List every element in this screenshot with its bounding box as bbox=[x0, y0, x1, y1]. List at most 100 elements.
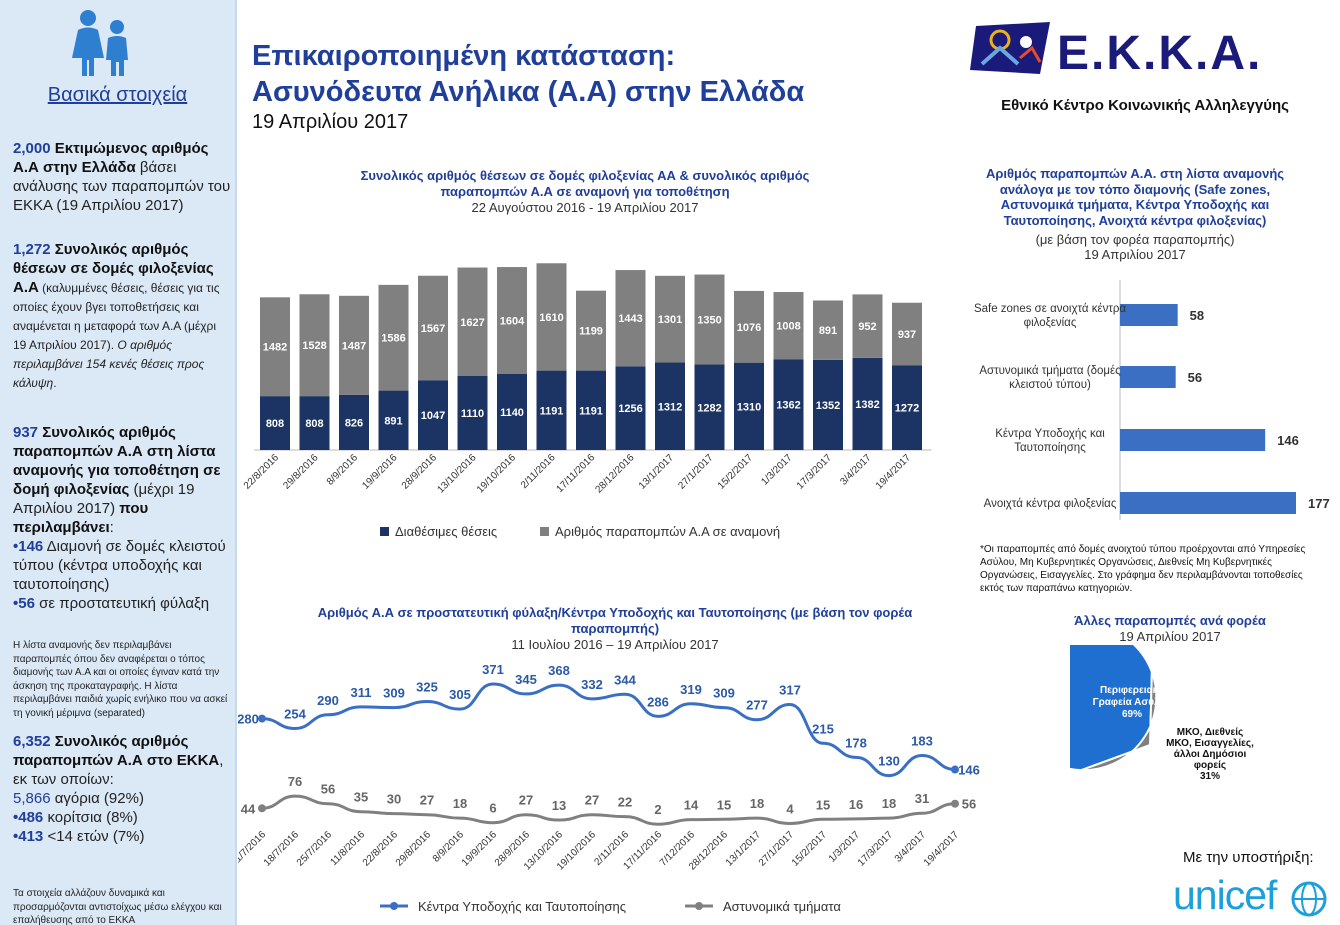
data-label-available: 1047 bbox=[421, 410, 445, 422]
legend-label: Αριθμός παραπομπών Α.Α σε αναμονή bbox=[555, 524, 780, 539]
hbar-chart-subtitle: (με βάση τον φορέα παραπομπής) bbox=[1035, 232, 1235, 247]
line-data-label: 309 bbox=[383, 686, 405, 701]
unicef-logo-text: unicef bbox=[1173, 872, 1277, 918]
x-tick-label: 15/2/2017 bbox=[790, 829, 830, 869]
legend-swatch bbox=[540, 527, 549, 536]
fact-text: (μέχρι 19 Απριλίου 2017) bbox=[13, 481, 195, 517]
sidebar bbox=[0, 0, 235, 925]
line-data-label: 2 bbox=[654, 802, 661, 817]
fact-text: βάσει ανάλυσης των παραπομπών του ΕΚΚΑ (… bbox=[13, 159, 231, 214]
line-chart: 280 254 290 311 309 325 305 371 345 368 332 344 286 3… bbox=[238, 662, 980, 914]
bar-available bbox=[852, 357, 883, 450]
data-label-available: 1191 bbox=[540, 405, 564, 417]
line-endpoint-marker bbox=[258, 714, 266, 723]
ekka-logo-text: Ε.Κ.Κ.Α. bbox=[1057, 27, 1263, 80]
line-data-label: 35 bbox=[354, 790, 368, 805]
legend-swatch bbox=[380, 527, 389, 536]
hbar-chart-date: 19 Απριλίου 2017 bbox=[1084, 247, 1186, 262]
line-data-label: 146 bbox=[958, 763, 980, 778]
bar-waiting bbox=[694, 274, 725, 365]
hbar-category-label: Ανοιχτά κέντρα φιλοξενίας bbox=[984, 498, 1117, 510]
line-data-label: 44 bbox=[241, 801, 256, 816]
line-data-label: 31 bbox=[915, 791, 929, 806]
x-tick-label: 13/10/2016 bbox=[435, 452, 478, 495]
bar-available bbox=[615, 366, 646, 450]
fact-text: (καλυμμένες θέσεις, θέσεις για τις οποίε… bbox=[13, 281, 220, 352]
line-series-police bbox=[261, 794, 956, 826]
horizontal-bar-chart: 58 Safe zones σε ανοιχτά κέντρα φιλοξενίας… bbox=[974, 280, 1330, 520]
data-label-waiting: 937 bbox=[898, 329, 916, 341]
pie-label-ngo: ΜΚΟ, Διεθνείς ΜΚΟ, Εισαγγελίες, άλλοι Δημό… bbox=[1166, 727, 1254, 782]
ekka-logo-icon bbox=[970, 22, 1050, 74]
waiting-list-note: Η λίστα αναμονής δεν περιλαμβάνει παραπο… bbox=[13, 640, 228, 719]
line-data-label: 6 bbox=[489, 801, 496, 816]
data-label-available: 891 bbox=[384, 415, 402, 427]
legend-label: Διαθέσιμες θέσεις bbox=[395, 524, 497, 539]
page-date: 19 Απριλίου 2017 bbox=[252, 111, 409, 133]
ekka-org-name: Εθνικό Κέντρο Κοινωνικής Αλληλεγγύης bbox=[1001, 97, 1289, 114]
bar-chart-subtitle: 22 Αυγούστου 2016 - 19 Απριλίου 2017 bbox=[471, 200, 699, 215]
fact-end: . bbox=[53, 376, 57, 390]
hbar bbox=[1120, 366, 1176, 388]
data-label-waiting: 1586 bbox=[381, 333, 405, 345]
x-tick-label: 1/3/2017 bbox=[759, 452, 795, 488]
x-tick-label: 19/10/2016 bbox=[475, 452, 518, 495]
line-chart-title: Αριθμός Α.Α σε προστατευτική φύλαξη/Κέντ… bbox=[317, 605, 913, 636]
pie-slice-ngo bbox=[1081, 671, 1158, 772]
fact-number: 6,352 bbox=[13, 733, 51, 750]
bar-available bbox=[694, 364, 725, 450]
data-label-available: 1110 bbox=[461, 408, 484, 420]
line-data-label: 371 bbox=[482, 662, 504, 677]
line-data-label: 56 bbox=[321, 782, 335, 797]
sidebar-divider bbox=[235, 0, 237, 925]
bar-waiting bbox=[615, 270, 646, 367]
bar-waiting bbox=[536, 263, 567, 371]
x-tick-label: 25/7/2016 bbox=[295, 829, 335, 869]
pie-chart: Περιφερειακά Γραφεία Ασύλου 69% ΜΚΟ, Διεθνε… bbox=[1070, 645, 1254, 782]
bar-available bbox=[457, 376, 488, 450]
line-endpoint-marker bbox=[951, 799, 959, 808]
fact-number: 2,000 bbox=[13, 140, 51, 157]
fact-total-places: 1,272 Συνολικός αριθμός θέσεων σε δομές … bbox=[13, 240, 231, 392]
data-label-waiting: 1199 bbox=[579, 326, 603, 338]
line-data-label: 311 bbox=[351, 685, 372, 700]
line-data-label: 319 bbox=[680, 682, 702, 697]
data-label-waiting: 1528 bbox=[302, 340, 326, 352]
x-tick-label: 17/11/2016 bbox=[554, 452, 597, 495]
hbar-category-label: Safe zones σε ανοιχτά κέντρα φιλοξενίας bbox=[974, 303, 1126, 329]
bar-available bbox=[576, 370, 606, 450]
x-tick-label: 3/4/2017 bbox=[838, 452, 874, 488]
fact-number: 1,272 bbox=[13, 241, 51, 258]
hbar bbox=[1120, 492, 1296, 514]
list-number: •146 bbox=[13, 538, 44, 555]
data-label-available: 808 bbox=[305, 418, 323, 430]
line-data-label: 18 bbox=[750, 796, 764, 811]
data-label-waiting: 1567 bbox=[421, 323, 445, 335]
hbar-value: 146 bbox=[1277, 433, 1299, 448]
data-label-waiting: 1008 bbox=[776, 321, 800, 333]
bar-available bbox=[260, 396, 290, 450]
line-data-label: 27 bbox=[519, 793, 533, 808]
bar-chart-title: Συνολικός αριθμός θέσεων σε δομές φιλοξε… bbox=[360, 168, 810, 199]
hbar-chart-title: Αριθμός παραπομπών Α.Α. στη λίστα αναμον… bbox=[985, 166, 1285, 228]
line-data-label: 254 bbox=[284, 706, 306, 721]
bar-waiting bbox=[497, 267, 527, 374]
hbar-value: 177 bbox=[1308, 496, 1330, 511]
line-data-label: 183 bbox=[911, 733, 933, 748]
pie-chart-subtitle: 19 Απριλίου 2017 bbox=[1119, 629, 1221, 644]
line-data-label: 317 bbox=[779, 683, 801, 698]
data-label-waiting: 1482 bbox=[263, 342, 287, 354]
fact-waiting-list: 937 Συνολικός αριθμός παραπομπών Α.Α στη… bbox=[13, 423, 231, 613]
bar-waiting bbox=[378, 284, 409, 391]
data-label-available: 1140 bbox=[500, 407, 524, 419]
fact-bold: Συνολικός αριθμός θέσεων σε δομές φιλοξε… bbox=[13, 241, 214, 296]
x-tick-label: 13/1/2017 bbox=[637, 452, 677, 492]
hbar-category-label: Αστυνομικά τμήματα (δομές κλειστού τύπου) bbox=[979, 365, 1121, 391]
data-label-available: 808 bbox=[266, 418, 284, 430]
data-label-available: 1362 bbox=[776, 400, 800, 412]
data-label-waiting: 952 bbox=[858, 321, 876, 333]
list-text: κορίτσια (8%) bbox=[43, 809, 138, 826]
bar-waiting bbox=[813, 300, 843, 360]
line-data-label: 14 bbox=[684, 798, 699, 813]
bar-waiting bbox=[852, 294, 883, 358]
